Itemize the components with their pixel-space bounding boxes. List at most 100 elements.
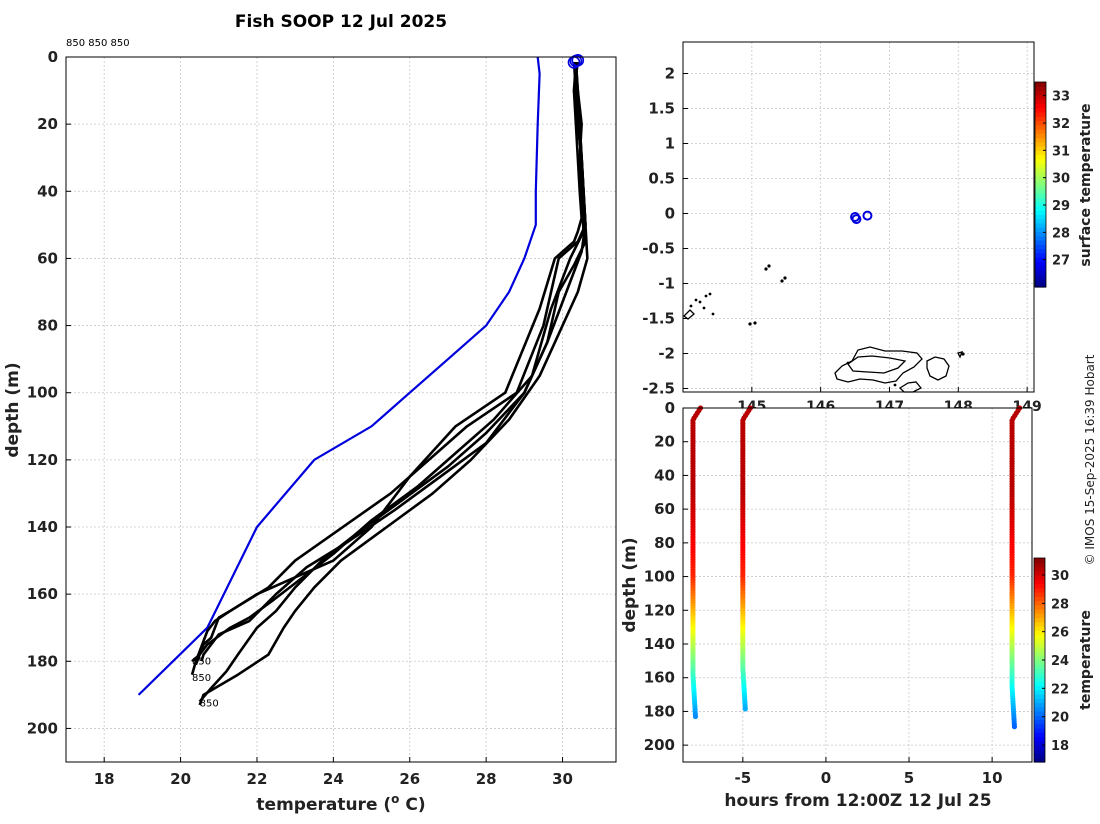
island-dot [711, 312, 715, 316]
temperature-profile-line [191, 61, 583, 663]
timeseries-colorbar-segment [1034, 702, 1045, 708]
timeseries-colorbar-segment [1034, 694, 1045, 699]
timeseries-colorbar-segment [1034, 643, 1045, 648]
profile-x-tick-label: 24 [323, 770, 344, 788]
timeseries-colorbar-segment [1034, 749, 1045, 755]
timeseries-colorbar-tick-label: 18 [1051, 739, 1069, 754]
timeseries-y-tick-label: 20 [654, 433, 675, 451]
map-colorbar-segment [1035, 163, 1046, 169]
coastline-islet-east [926, 356, 950, 381]
coastline-islet-far-east [957, 351, 964, 359]
map-colorbar-segment [1035, 257, 1046, 262]
timeseries-colorbar-segment [1034, 583, 1045, 589]
map-colorbar-segment [1035, 107, 1046, 113]
drop-temperature-point [742, 706, 748, 712]
timeseries-y-tick-label: 100 [644, 568, 675, 586]
profile-y-ticks: 0 20 40 60 80 100 120 140 160 180 200 [27, 48, 71, 737]
map-colorbar-segment [1035, 171, 1046, 177]
map-colorbar-segment [1035, 265, 1046, 271]
map-colorbar-segment [1035, 111, 1046, 117]
timeseries-colorbar-segment [1034, 715, 1045, 721]
island-dot [767, 264, 771, 268]
map-colorbar-segment [1035, 261, 1046, 267]
island-dot [698, 300, 702, 304]
timeseries-x-axis-label: hours from 12:00Z 12 Jul 25 [724, 791, 991, 811]
profile-series-group [190, 61, 589, 706]
map-colorbar-segment [1035, 214, 1046, 220]
map-colorbar-segment [1035, 150, 1046, 156]
drop-temperature-point [1011, 724, 1018, 730]
timeseries-panel: -5 0 5 10 0 20 40 60 80 100 120 140 160 180 200 hours… [620, 399, 1094, 811]
map-panel: 145146147148149 21.510.50-0.5-1-1.5-2-2.… [642, 41, 1094, 415]
timeseries-colorbar-segment [1034, 558, 1045, 563]
map-colorbar-segment [1035, 248, 1046, 254]
timeseries-colorbar-tick-label: 20 [1051, 711, 1069, 726]
island-dot [780, 279, 784, 283]
map-y-tick-label: -2.5 [642, 380, 675, 398]
profile-x-tick-label: 22 [247, 770, 268, 788]
map-colorbar-segment [1035, 274, 1046, 280]
island-dot [704, 294, 708, 298]
timeseries-y-tick-label: 160 [644, 669, 675, 687]
map-y-tick-label: 0 [665, 205, 675, 223]
timeseries-colorbar-segment [1034, 600, 1045, 606]
timeseries-colorbar-segment [1034, 719, 1045, 725]
island-dot [846, 361, 850, 365]
timeseries-colorbar-tick-label: 26 [1051, 626, 1069, 641]
profile-y-tick-label: 100 [27, 384, 58, 402]
timeseries-colorbar-segment [1034, 638, 1045, 644]
timeseries-y-tick-label: 0 [665, 399, 675, 417]
timeseries-colorbar-segment [1034, 732, 1045, 738]
map-colorbar-segment [1035, 210, 1046, 215]
map-colorbar-segment [1035, 240, 1046, 245]
imos-credit: © IMOS 15-Sep-2025 16:39 Hobart [1083, 354, 1097, 565]
timeseries-y-tick-label: 40 [654, 466, 675, 484]
profile-plot-area [66, 57, 616, 762]
timeseries-colorbar-segment [1034, 753, 1045, 759]
map-colorbar-tick-label: 28 [1052, 226, 1070, 241]
map-colorbar-tick-label: 31 [1052, 144, 1070, 159]
map-colorbar-segment [1035, 282, 1046, 288]
timeseries-x-tick-label: 0 [821, 769, 831, 787]
timeseries-colorbar-segment [1034, 604, 1045, 610]
map-colorbar-segment [1035, 141, 1046, 147]
map-plot-frame [682, 41, 1035, 393]
timeseries-colorbar-segment [1034, 621, 1045, 627]
timeseries-colorbar-segment [1034, 736, 1045, 742]
island-dot [708, 292, 712, 296]
map-cast-marker [862, 210, 873, 221]
surface-marker [571, 54, 585, 67]
timeseries-colorbar-segment [1034, 664, 1045, 670]
map-colorbar-segment [1035, 124, 1046, 130]
island-dot [783, 276, 787, 280]
profile-x-tick-label: 26 [399, 770, 420, 788]
timeseries-colorbar-segment [1034, 596, 1045, 602]
timeseries-colorbar-segment [1034, 740, 1045, 746]
timeseries-colorbar-segment [1034, 706, 1045, 712]
timeseries-colorbar-segment [1034, 660, 1045, 665]
map-y-tick-label: 2 [665, 65, 675, 83]
profile-plot-frame [65, 56, 617, 763]
island-dot [689, 304, 693, 308]
timeseries-colorbar-segment [1034, 617, 1045, 623]
map-y-tick-label: -1.5 [642, 310, 675, 328]
profile-x-tick-label: 30 [552, 770, 573, 788]
timeseries-colorbar-segment [1034, 728, 1045, 733]
map-colorbar-segment [1035, 94, 1046, 100]
timeseries-y-tick-label: 180 [644, 702, 675, 720]
map-cast-locations [850, 210, 873, 225]
map-colorbar-segment [1035, 269, 1046, 275]
map-colorbar-segment [1035, 218, 1046, 224]
map-colorbar-segment [1035, 244, 1046, 250]
map-colorbar-segment [1035, 175, 1046, 181]
map-colorbar-segment [1035, 86, 1046, 92]
profile-title: Fish SOOP 12 Jul 2025 [235, 12, 447, 32]
profile-y-tick-label: 0 [48, 48, 58, 66]
map-colorbar-segment [1035, 231, 1046, 237]
timeseries-colorbar: 18 20 22 24 26 28 30 [1033, 557, 1069, 763]
timeseries-colorbar-segment [1034, 698, 1045, 704]
map-colorbar-tick-label: 33 [1052, 90, 1070, 105]
timeseries-x-tick-label: 5 [904, 769, 914, 787]
profile-end-label: 850 [200, 698, 219, 709]
temperature-profile-line [194, 61, 585, 666]
